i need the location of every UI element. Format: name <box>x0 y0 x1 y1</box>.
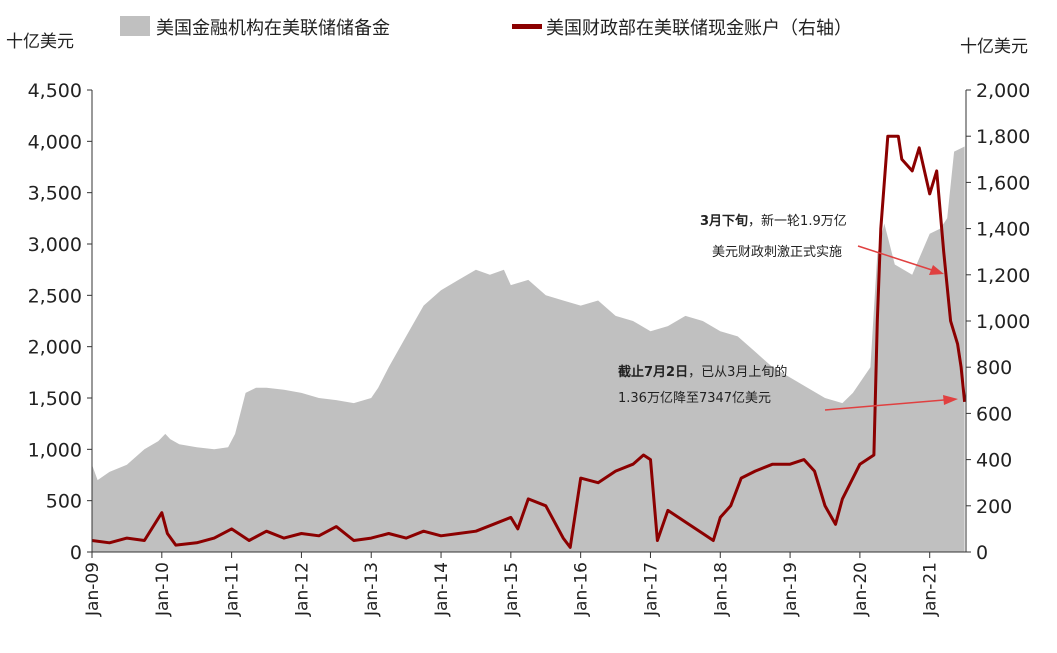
annotation-2-arrow-line <box>824 399 945 411</box>
x-tick-label: Jan-18 <box>711 562 731 617</box>
right-tick-label: 1,200 <box>976 265 1030 287</box>
right-tick-label: 0 <box>976 542 988 564</box>
left-tick-label: 4,000 <box>28 131 82 153</box>
left-tick-label: 4,500 <box>28 80 82 102</box>
left-tick-label: 500 <box>46 491 82 513</box>
right-tick-label: 1,400 <box>976 219 1030 241</box>
x-tick-label: Jan-12 <box>292 562 312 617</box>
tga-line <box>91 134 967 549</box>
reserves-area-layer <box>92 146 965 552</box>
annotation-1-line1: 3月下旬，新一轮1.9万亿 <box>700 213 847 229</box>
annotation-1-arrowhead <box>929 265 944 275</box>
legend: 美国金融机构在美联储储备金 美国财政部在美联储现金账户（右轴） <box>120 16 852 39</box>
annotation-1-line2: 美元财政刺激正式实施 <box>712 245 842 260</box>
legend-label-reserves: 美国金融机构在美联储储备金 <box>156 18 390 39</box>
annotation-2-line2: 1.36万亿降至7347亿美元 <box>618 391 771 406</box>
right-tick-label: 200 <box>976 496 1012 518</box>
x-tick-label: Jan-14 <box>432 562 452 617</box>
right-tick-label: 1,800 <box>976 126 1030 148</box>
tga-line-layer <box>91 134 967 549</box>
tick-labels: 0 500 1,000 1,500 2,000 2,500 3,000 3,500 4,000 4… <box>28 80 1031 617</box>
right-tick-label: 1,000 <box>976 311 1030 333</box>
x-tick-label: Jan-13 <box>362 562 382 617</box>
annotation-2: 截止7月2日，已从3月上旬的 1.36万亿降至7347亿美元 <box>618 364 958 411</box>
x-tick-label: Jan-11 <box>223 562 243 617</box>
left-tick-label: 3,000 <box>28 234 82 256</box>
x-tick-label: Jan-20 <box>851 562 871 617</box>
annotation-1-arrow-line <box>857 245 933 271</box>
x-tick-label: Jan-10 <box>153 562 173 617</box>
reserves-area <box>92 146 965 552</box>
annotation-2-bold: 截止7月2日 <box>618 364 688 380</box>
right-tick-label: 2,000 <box>976 80 1030 102</box>
left-tick-label: 2,000 <box>28 337 82 359</box>
x-tick-label: Jan-21 <box>921 562 941 617</box>
legend-swatch-reserves <box>120 16 150 36</box>
left-tick-label: 1,000 <box>28 439 82 461</box>
legend-swatch-tga <box>512 24 542 29</box>
annotation-2-arrowhead <box>943 395 958 405</box>
left-tick-label: 3,500 <box>28 183 82 205</box>
left-tick-label: 1,500 <box>28 388 82 410</box>
annotation-1: 3月下旬，新一轮1.9万亿 美元财政刺激正式实施 <box>700 213 944 275</box>
right-tick-label: 400 <box>976 450 1012 472</box>
right-tick-label: 600 <box>976 403 1012 425</box>
legend-label-tga: 美国财政部在美联储现金账户（右轴） <box>546 18 852 39</box>
x-tick-label: Jan-15 <box>502 562 522 617</box>
x-tick-label: Jan-19 <box>781 562 801 617</box>
x-tick-label: Jan-16 <box>572 562 592 617</box>
x-tick-label: Jan-17 <box>641 562 661 617</box>
axes <box>87 89 971 558</box>
left-tick-label: 0 <box>70 542 82 564</box>
annotation-1-text: ，新一轮1.9万亿 <box>748 213 847 229</box>
annotation-2-text: ，已从3月上旬的 <box>688 364 787 380</box>
left-axis-unit: 十亿美元 <box>6 32 74 52</box>
right-tick-label: 800 <box>976 357 1012 379</box>
annotation-1-bold: 3月下旬 <box>700 213 748 229</box>
right-tick-label: 1,600 <box>976 172 1030 194</box>
left-tick-label: 2,500 <box>28 285 82 307</box>
x-tick-label: Jan-09 <box>83 562 103 617</box>
right-axis-unit: 十亿美元 <box>960 37 1028 57</box>
annotation-2-line1: 截止7月2日，已从3月上旬的 <box>618 364 787 380</box>
